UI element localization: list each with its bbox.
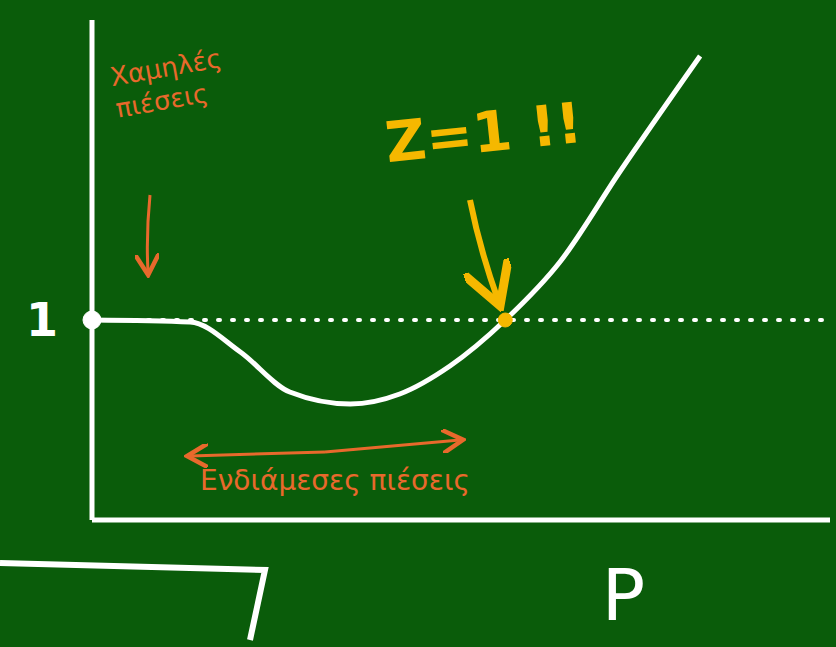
html-text:Ενδιάμεσες πιέσεις: Ενδιάμεσες πιέσεις — [200, 464, 470, 497]
svg-text:P: P — [602, 553, 645, 637]
svg-text:1: 1 — [26, 293, 58, 347]
html-text:Z=1 !!: Z=1 !! — [382, 89, 585, 176]
html-text:Χαμηλές πιέσεις: Χαμηλές πιέσεις — [107, 42, 224, 124]
